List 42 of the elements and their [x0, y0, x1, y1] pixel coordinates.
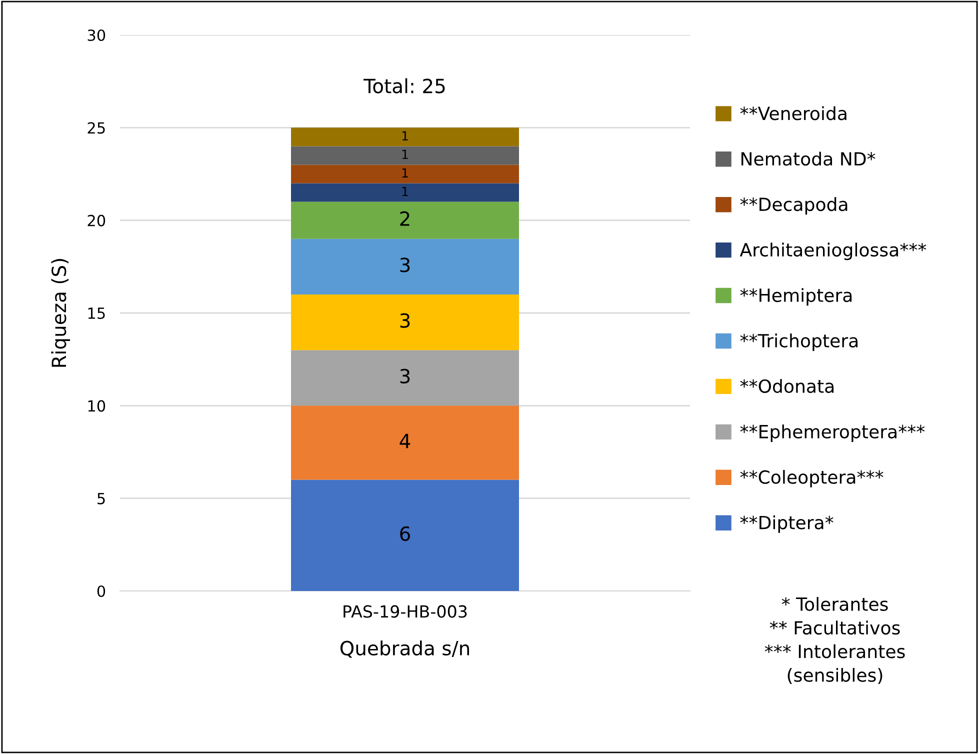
- bar: [291, 406, 519, 480]
- y-tick-label: 30: [88, 29, 106, 42]
- data-label: 1: [402, 186, 408, 196]
- data-label: 3: [400, 313, 410, 328]
- data-label: 1: [402, 131, 408, 140]
- legend-label: **Trichoptera: [740, 334, 858, 352]
- bar: [291, 202, 519, 239]
- legend-label: **Decapoda: [740, 197, 848, 215]
- legend-label: Architaenioglossa***: [740, 242, 926, 260]
- x-tick-label: PAS-19-HB-003: [344, 605, 467, 618]
- bar: [291, 480, 519, 591]
- y-axis-title: Riqueza (S): [51, 258, 70, 367]
- data-label: 2: [400, 211, 410, 226]
- y-tick-label: 25: [88, 122, 105, 134]
- legend-label: **Veneroida: [740, 106, 846, 120]
- bar: [291, 294, 519, 350]
- data-label: 1: [402, 150, 408, 159]
- text: * Tolerantes ** Facultativos *** Intolerantes (sensibles): [764, 597, 905, 684]
- bar: [291, 146, 519, 165]
- data-label: 1: [402, 168, 408, 178]
- bar: [291, 128, 519, 146]
- legend-label: **Hemiptera: [740, 288, 852, 306]
- y-tick-label: 5: [98, 493, 105, 504]
- bar: [291, 164, 519, 184]
- data-label: 3: [400, 368, 410, 384]
- y-tick-label: 0: [97, 585, 106, 598]
- x-axis-title: Quebrada s/n: [340, 640, 469, 658]
- bar: [291, 350, 519, 406]
- legend-label: Nematoda ND*: [741, 152, 876, 166]
- y-tick-label: 15: [88, 308, 105, 320]
- legend-label: **Diptera*: [740, 515, 834, 533]
- data-label: 3: [400, 258, 410, 272]
- data-label: 6: [400, 526, 410, 542]
- bar: [291, 183, 519, 202]
- total-label: Total: 25: [364, 78, 445, 94]
- data-label: 4: [400, 434, 410, 448]
- legend-label: **Ephemeroptera***: [740, 424, 925, 442]
- y-tick-label: 10: [88, 400, 106, 412]
- bar: [291, 238, 519, 294]
- legend-label: **Coleoptera***: [740, 470, 884, 488]
- legend-label: **Odonata: [740, 379, 834, 393]
- y-tick-label: 20: [88, 214, 106, 226]
